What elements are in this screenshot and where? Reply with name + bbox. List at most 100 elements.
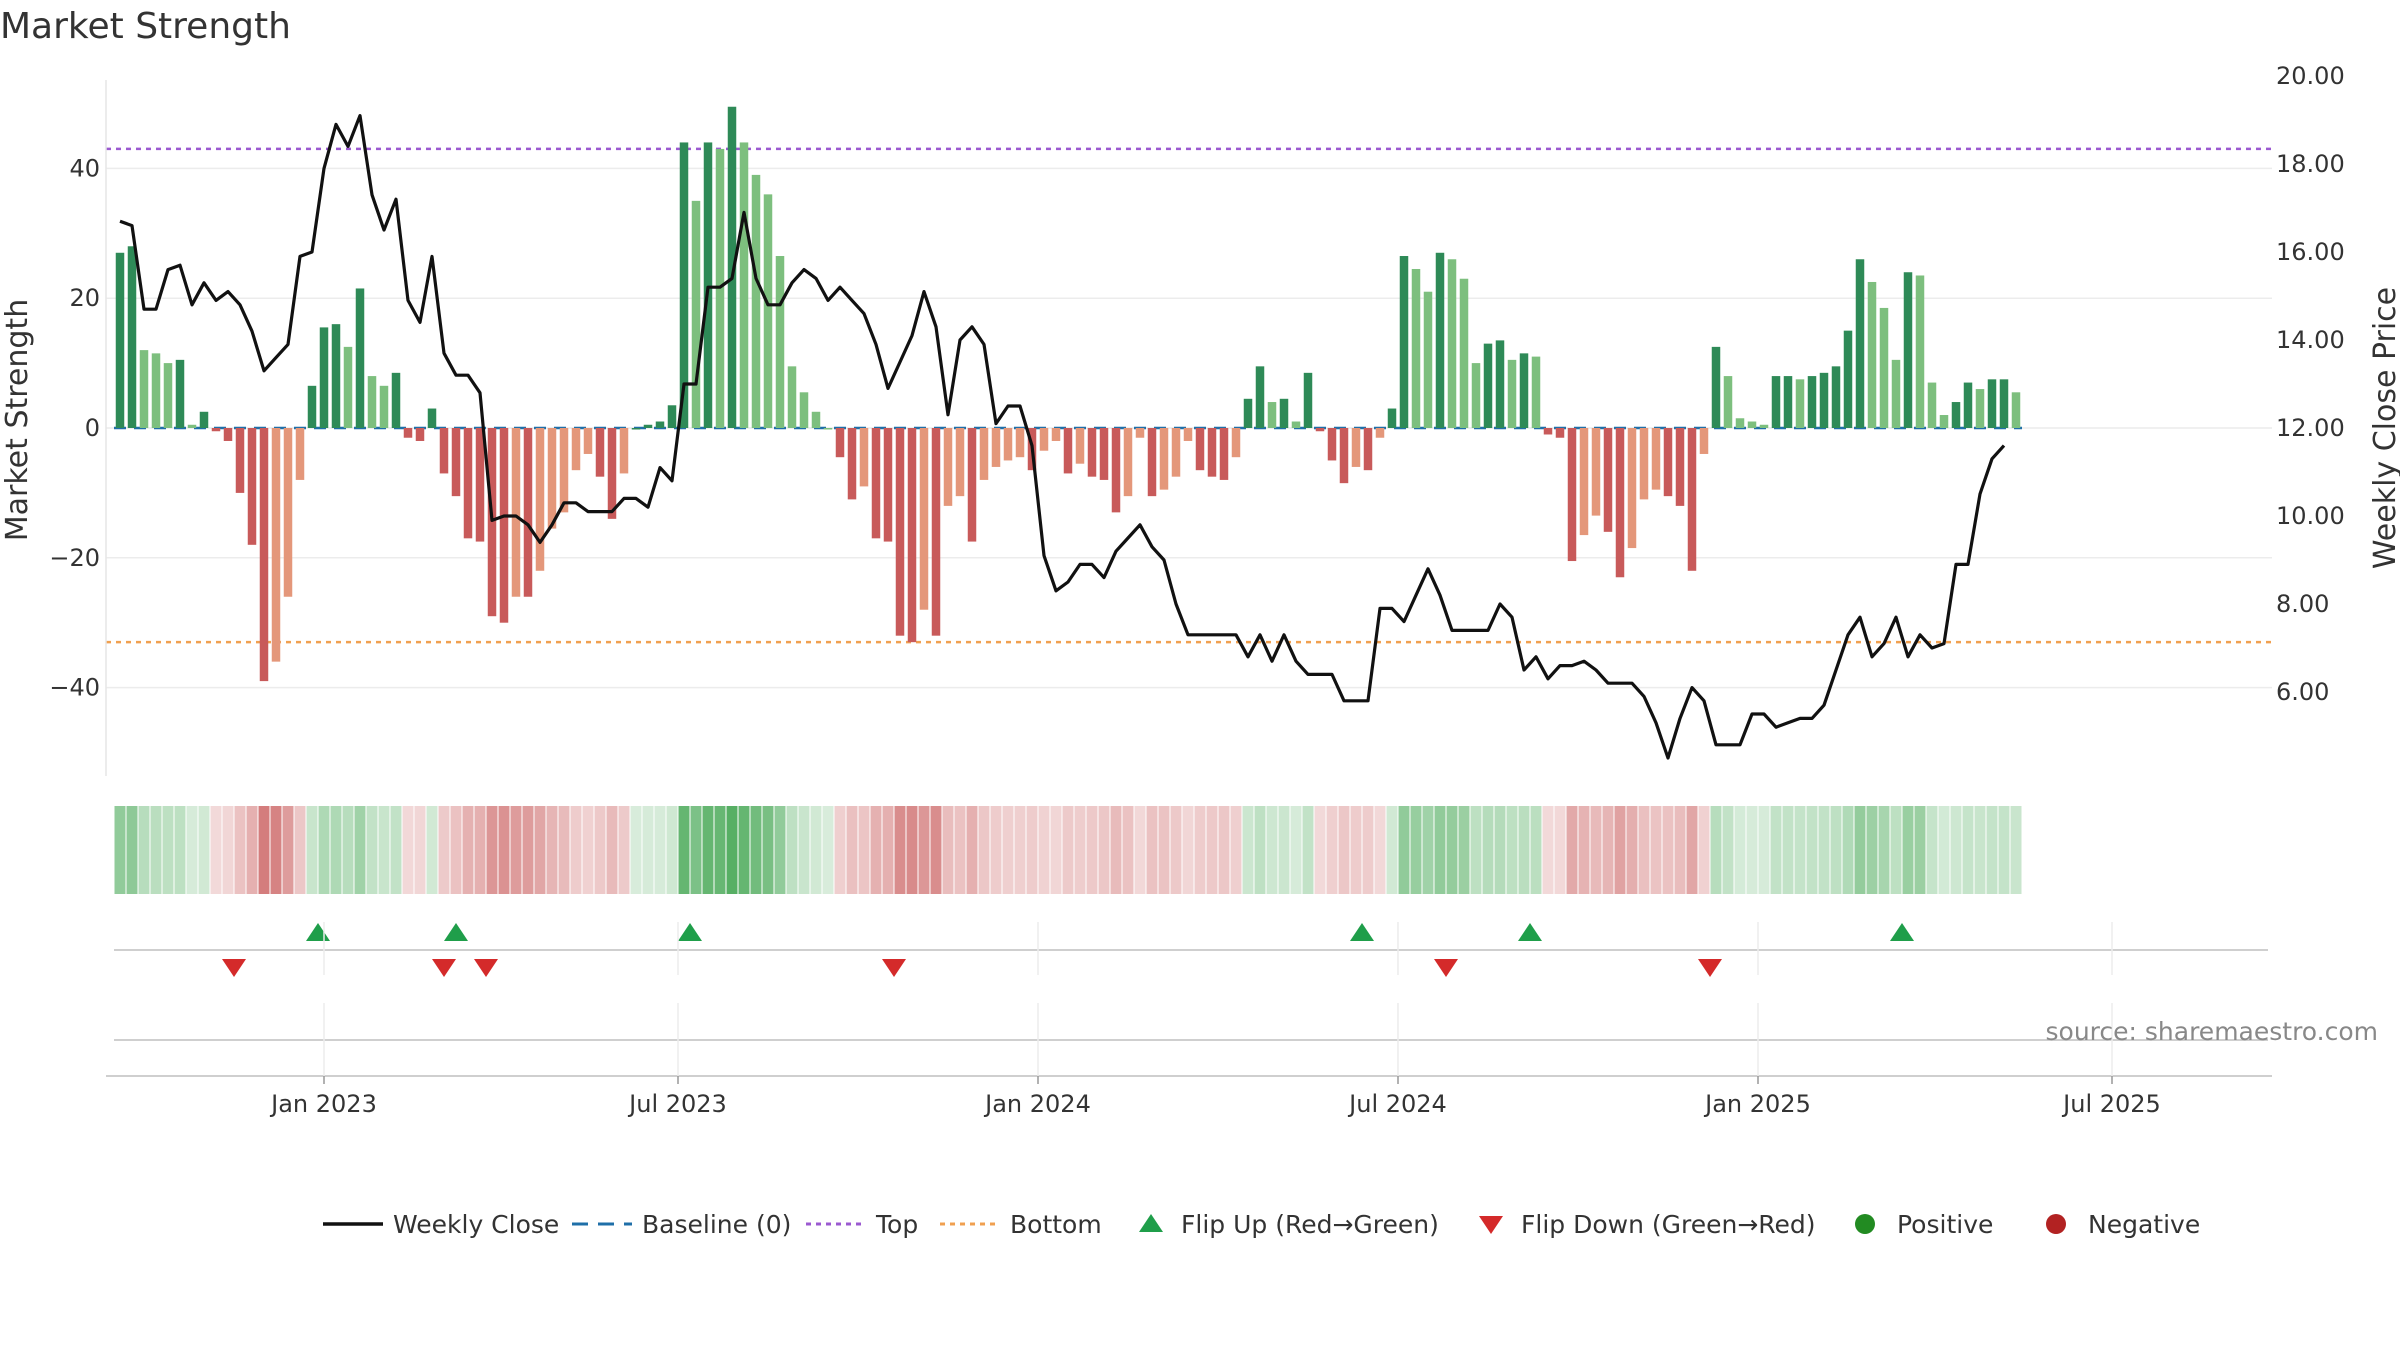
heat-cell bbox=[534, 806, 546, 894]
heat-cell bbox=[966, 806, 978, 894]
heat-cell bbox=[1806, 806, 1818, 894]
x-tick-label: Jul 2025 bbox=[2061, 1090, 2161, 1118]
heat-cell bbox=[882, 806, 894, 894]
positive-bar bbox=[1387, 408, 1397, 428]
heat-cell bbox=[726, 806, 738, 894]
heat-cell bbox=[1542, 806, 1554, 894]
heat-cell bbox=[1950, 806, 1962, 894]
heat-cell bbox=[1830, 806, 1842, 894]
negative-bar bbox=[907, 428, 917, 643]
positive-bar bbox=[1435, 252, 1445, 428]
positive-bar bbox=[1939, 415, 1949, 428]
negative-bar bbox=[235, 428, 245, 493]
heat-cell bbox=[1410, 806, 1422, 894]
heat-cell bbox=[138, 806, 150, 894]
negative-bar bbox=[1615, 428, 1625, 578]
negative-bar bbox=[895, 428, 905, 636]
positive-bar bbox=[739, 142, 749, 428]
heat-cell bbox=[270, 806, 282, 894]
legend-swatch bbox=[2046, 1214, 2066, 1234]
positive-bar bbox=[1495, 340, 1505, 428]
negative-bar bbox=[463, 428, 473, 539]
heat-cell bbox=[1074, 806, 1086, 894]
positive-bar bbox=[1759, 424, 1769, 428]
legend-label: Flip Down (Green→Red) bbox=[1521, 1210, 1816, 1239]
x-tick-label: Jan 2024 bbox=[983, 1090, 1091, 1118]
negative-bar bbox=[571, 428, 581, 471]
flip-up-marker bbox=[1518, 923, 1542, 941]
positive-bar bbox=[1399, 256, 1409, 428]
reference-lines bbox=[106, 147, 2272, 644]
y-axis-label: Market Strength bbox=[0, 299, 35, 541]
x-tick-label: Jul 2023 bbox=[627, 1090, 727, 1118]
negative-bar bbox=[211, 428, 221, 432]
negative-bar bbox=[1351, 428, 1361, 467]
negative-bar bbox=[943, 428, 953, 506]
heat-cell bbox=[570, 806, 582, 894]
heat-cell bbox=[1914, 806, 1926, 894]
negative-bar bbox=[415, 428, 425, 441]
legend: Weekly Close Baseline (0) Top Bottom Flip Up… bbox=[323, 1210, 2200, 1239]
positive-bar bbox=[355, 288, 365, 428]
flip-up-marker bbox=[444, 923, 468, 941]
heat-cell bbox=[426, 806, 438, 894]
heat-cell bbox=[486, 806, 498, 894]
heat-cell bbox=[654, 806, 666, 894]
positive-bar bbox=[1267, 402, 1277, 428]
heat-cell bbox=[558, 806, 570, 894]
negative-bar bbox=[247, 428, 257, 545]
negative-bar bbox=[295, 428, 305, 480]
heat-cell bbox=[1146, 806, 1158, 894]
heat-cell bbox=[1122, 806, 1134, 894]
positive-bar bbox=[1867, 281, 1877, 428]
strength-heat-band bbox=[114, 806, 2022, 894]
negative-bar bbox=[1183, 428, 1193, 441]
negative-bar bbox=[535, 428, 545, 571]
negative-bar bbox=[1219, 428, 1229, 480]
heat-cell bbox=[1902, 806, 1914, 894]
y-tick-label: −40 bbox=[49, 674, 100, 702]
negative-bar bbox=[1543, 428, 1553, 435]
negative-bar bbox=[1363, 428, 1373, 471]
heat-cell bbox=[1038, 806, 1050, 894]
positive-bar bbox=[379, 385, 389, 428]
heat-cell bbox=[594, 806, 606, 894]
negative-bar bbox=[1111, 428, 1121, 513]
negative-bar bbox=[1015, 428, 1025, 458]
positive-bar bbox=[1279, 398, 1289, 428]
heat-cell bbox=[798, 806, 810, 894]
heat-cell bbox=[438, 806, 450, 894]
positive-bar bbox=[1711, 346, 1721, 428]
heat-cell bbox=[714, 806, 726, 894]
heat-cell bbox=[1602, 806, 1614, 894]
legend-label: Top bbox=[875, 1210, 918, 1239]
legend-swatch bbox=[1855, 1214, 1875, 1234]
positive-bar bbox=[1807, 376, 1817, 428]
negative-bar bbox=[583, 428, 593, 454]
heat-cell bbox=[690, 806, 702, 894]
positive-bar bbox=[187, 424, 197, 428]
heat-cell bbox=[1710, 806, 1722, 894]
negative-bar bbox=[991, 428, 1001, 467]
heat-cell bbox=[378, 806, 390, 894]
negative-bar bbox=[223, 428, 233, 441]
heat-cell bbox=[894, 806, 906, 894]
heat-cell bbox=[1842, 806, 1854, 894]
positive-bar bbox=[1255, 366, 1265, 428]
heat-cell bbox=[1218, 806, 1230, 894]
heat-cell bbox=[1962, 806, 1974, 894]
heat-cell bbox=[390, 806, 402, 894]
positive-bar bbox=[115, 252, 125, 428]
negative-bar bbox=[1063, 428, 1073, 474]
flip-up-marker bbox=[1890, 923, 1914, 941]
positive-bar bbox=[1471, 363, 1481, 428]
heat-cell bbox=[318, 806, 330, 894]
heat-cell bbox=[1854, 806, 1866, 894]
heat-cell bbox=[1374, 806, 1386, 894]
heat-cell bbox=[1314, 806, 1326, 894]
flip-down-marker bbox=[432, 959, 456, 977]
negative-bar bbox=[511, 428, 521, 597]
flip-down-marker bbox=[474, 959, 498, 977]
positive-bar bbox=[1879, 307, 1889, 428]
negative-bar bbox=[451, 428, 461, 497]
